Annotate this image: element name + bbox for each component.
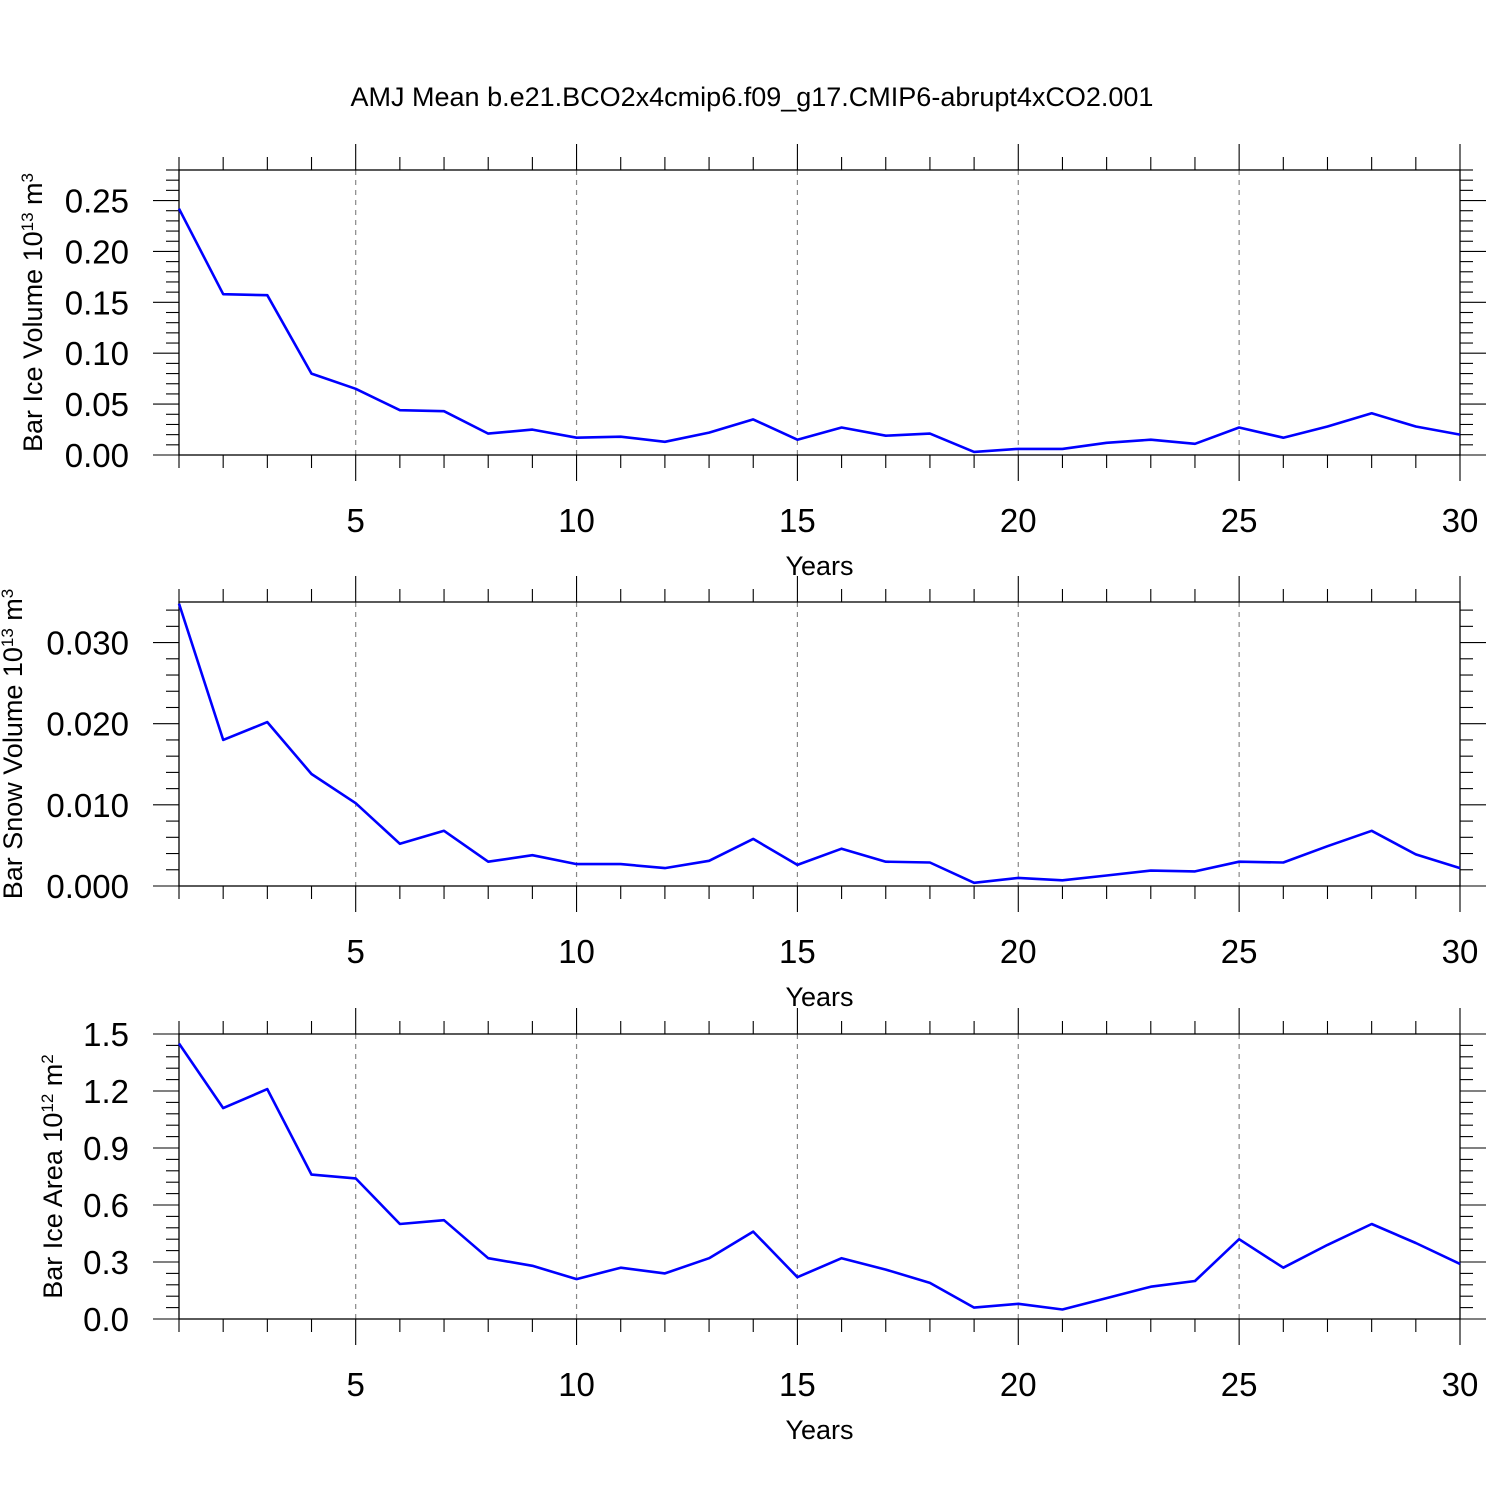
y-axis-label: Bar Ice Area 1012 m2 (38, 1054, 69, 1299)
x-tick-label: 30 (1442, 502, 1479, 539)
x-tick-label: 25 (1221, 502, 1258, 539)
x-tick-label: 15 (779, 1366, 816, 1403)
x-tick-label: 20 (1000, 933, 1037, 970)
chart-title: AMJ Mean b.e21.BCO2x4cmip6.f09_g17.CMIP6… (351, 82, 1154, 112)
panel-ice-area: 5 10 15 20 25 30 0.0 0.3 0.6 0.9 1.2 1.5 Years Bar Ic… (38, 1008, 1486, 1445)
y-tick-label: 0.00 (65, 437, 129, 474)
panel-ice-volume: 5 10 15 20 25 30 0.00 0.05 0.10 0.15 0.20 0.25 Years… (18, 144, 1486, 581)
y-axis-label-text: Bar Ice Area 10 (38, 1113, 68, 1299)
plot-frame (178, 169, 1461, 456)
y-tick-label: 0.0 (83, 1301, 129, 1338)
y-axis-label-text: Bar Snow Volume 10 (0, 647, 28, 899)
series-line (177, 1042, 1461, 1311)
y-tick-label: 0.000 (46, 868, 129, 905)
x-tick-label: 30 (1442, 933, 1479, 970)
y-tick-label: 0.9 (83, 1130, 129, 1167)
y-tick-label: 0.15 (65, 284, 129, 321)
y-axis-label-text: m (38, 1064, 68, 1094)
x-tick-label: 15 (779, 933, 816, 970)
series-line (177, 208, 1461, 454)
plot-frame (178, 1033, 1461, 1320)
y-axis-label-text: m (0, 598, 28, 628)
x-axis-label: Years (785, 551, 853, 581)
x-tick-label: 25 (1221, 933, 1258, 970)
y-axis-label-text: Bar Ice Volume 10 (18, 231, 48, 452)
plot-frame (178, 601, 1461, 887)
series-line (177, 603, 1461, 885)
x-tick-label: 15 (779, 502, 816, 539)
y-tick-label: 0.010 (46, 787, 129, 824)
y-axis-label-superscript: 3 (0, 589, 17, 598)
y-axis-label-text: m (18, 182, 48, 212)
y-axis-label-superscript: 2 (38, 1054, 57, 1063)
y-axis-label: Bar Snow Volume 1013 m3 (0, 589, 28, 900)
y-tick-label: 0.6 (83, 1187, 129, 1224)
x-axis-label: Years (785, 1415, 853, 1445)
panel-snow-volume: 5 10 15 20 25 30 0.000 0.010 0.020 0.030 Years Bar … (0, 576, 1486, 1012)
y-tick-label: 0.030 (46, 625, 129, 662)
x-tick-label: 20 (1000, 1366, 1037, 1403)
y-axis-label-superscript: 3 (18, 173, 37, 182)
y-axis-label-superscript: 13 (18, 212, 37, 231)
x-axis-label: Years (785, 982, 853, 1012)
y-tick-label: 0.3 (83, 1244, 129, 1281)
x-tick-label: 5 (347, 502, 365, 539)
y-axis-label-superscript: 12 (38, 1094, 57, 1113)
y-tick-label: 0.20 (65, 233, 129, 270)
y-tick-label: 0.05 (65, 386, 129, 423)
x-tick-label: 5 (347, 933, 365, 970)
x-tick-label: 20 (1000, 502, 1037, 539)
y-tick-label: 1.5 (83, 1016, 129, 1053)
x-tick-label: 10 (558, 1366, 595, 1403)
y-tick-label: 0.10 (65, 335, 129, 372)
x-tick-label: 30 (1442, 1366, 1479, 1403)
x-tick-label: 10 (558, 502, 595, 539)
y-tick-label: 1.2 (83, 1073, 129, 1110)
y-tick-label: 0.25 (65, 183, 129, 220)
x-tick-label: 10 (558, 933, 595, 970)
y-tick-label: 0.020 (46, 706, 129, 743)
x-tick-label: 25 (1221, 1366, 1258, 1403)
x-tick-label: 5 (347, 1366, 365, 1403)
y-axis-label: Bar Ice Volume 1013 m3 (18, 173, 49, 452)
y-axis-label-superscript: 13 (0, 628, 17, 647)
